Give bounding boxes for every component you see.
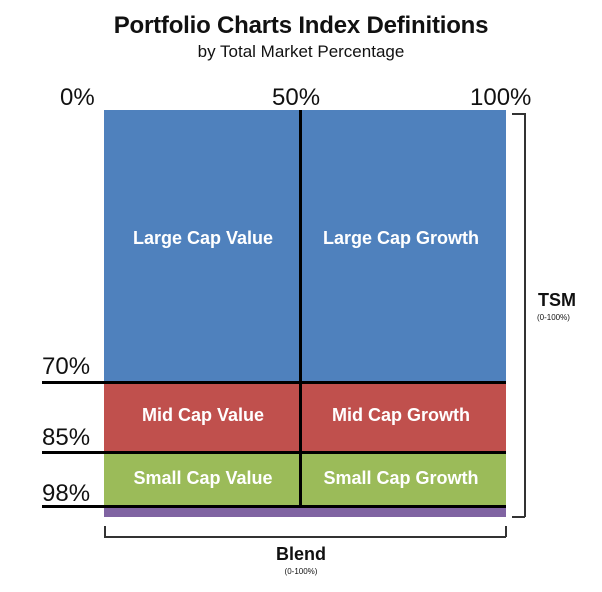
tsm-range: (0-100%) bbox=[537, 313, 570, 322]
mid-cap-value-label: Mid Cap Value bbox=[141, 405, 265, 425]
mid-cap-boundary-line bbox=[42, 381, 506, 384]
top-scale-start-label: 0% bbox=[60, 84, 95, 111]
small-cap-growth-label: Small Cap Growth bbox=[323, 468, 479, 488]
small-cap-band bbox=[104, 453, 506, 507]
blend-bracket-left-tick bbox=[104, 526, 106, 537]
mid-cap-band bbox=[104, 383, 506, 453]
mid-cap-growth-label: Mid Cap Growth bbox=[332, 405, 470, 425]
tsm-label: TSM bbox=[538, 290, 576, 310]
blend-label: Blend bbox=[275, 544, 326, 564]
chart-title: Portfolio Charts Index Definitions bbox=[113, 12, 489, 39]
top-scale-middle-label: 50% bbox=[272, 84, 321, 111]
large-cap-value-label: Large Cap Value bbox=[132, 228, 274, 248]
small-cap-end-line bbox=[42, 505, 506, 508]
small-cap-boundary-line bbox=[42, 451, 506, 454]
blend-bracket bbox=[104, 536, 506, 538]
blend-bracket-right-tick bbox=[505, 526, 507, 537]
small-cap-boundary-label: 85% bbox=[42, 424, 91, 451]
tsm-bracket bbox=[524, 113, 526, 517]
mid-cap-boundary-label: 70% bbox=[42, 353, 91, 380]
small-cap-value-label: Small Cap Value bbox=[133, 468, 273, 488]
chart-subtitle: by Total Market Percentage bbox=[197, 42, 405, 61]
value-growth-divider bbox=[299, 110, 302, 507]
tsm-bracket-top-tick bbox=[512, 113, 525, 115]
remainder-band bbox=[104, 507, 506, 517]
blend-range: (0-100%) bbox=[284, 567, 318, 576]
tsm-bracket-bottom-tick bbox=[512, 516, 525, 518]
large-cap-growth-label: Large Cap Growth bbox=[322, 228, 479, 248]
small-cap-end-label: 98% bbox=[42, 480, 91, 507]
large-cap-band bbox=[104, 110, 506, 383]
top-scale-end-label: 100% bbox=[470, 84, 532, 111]
